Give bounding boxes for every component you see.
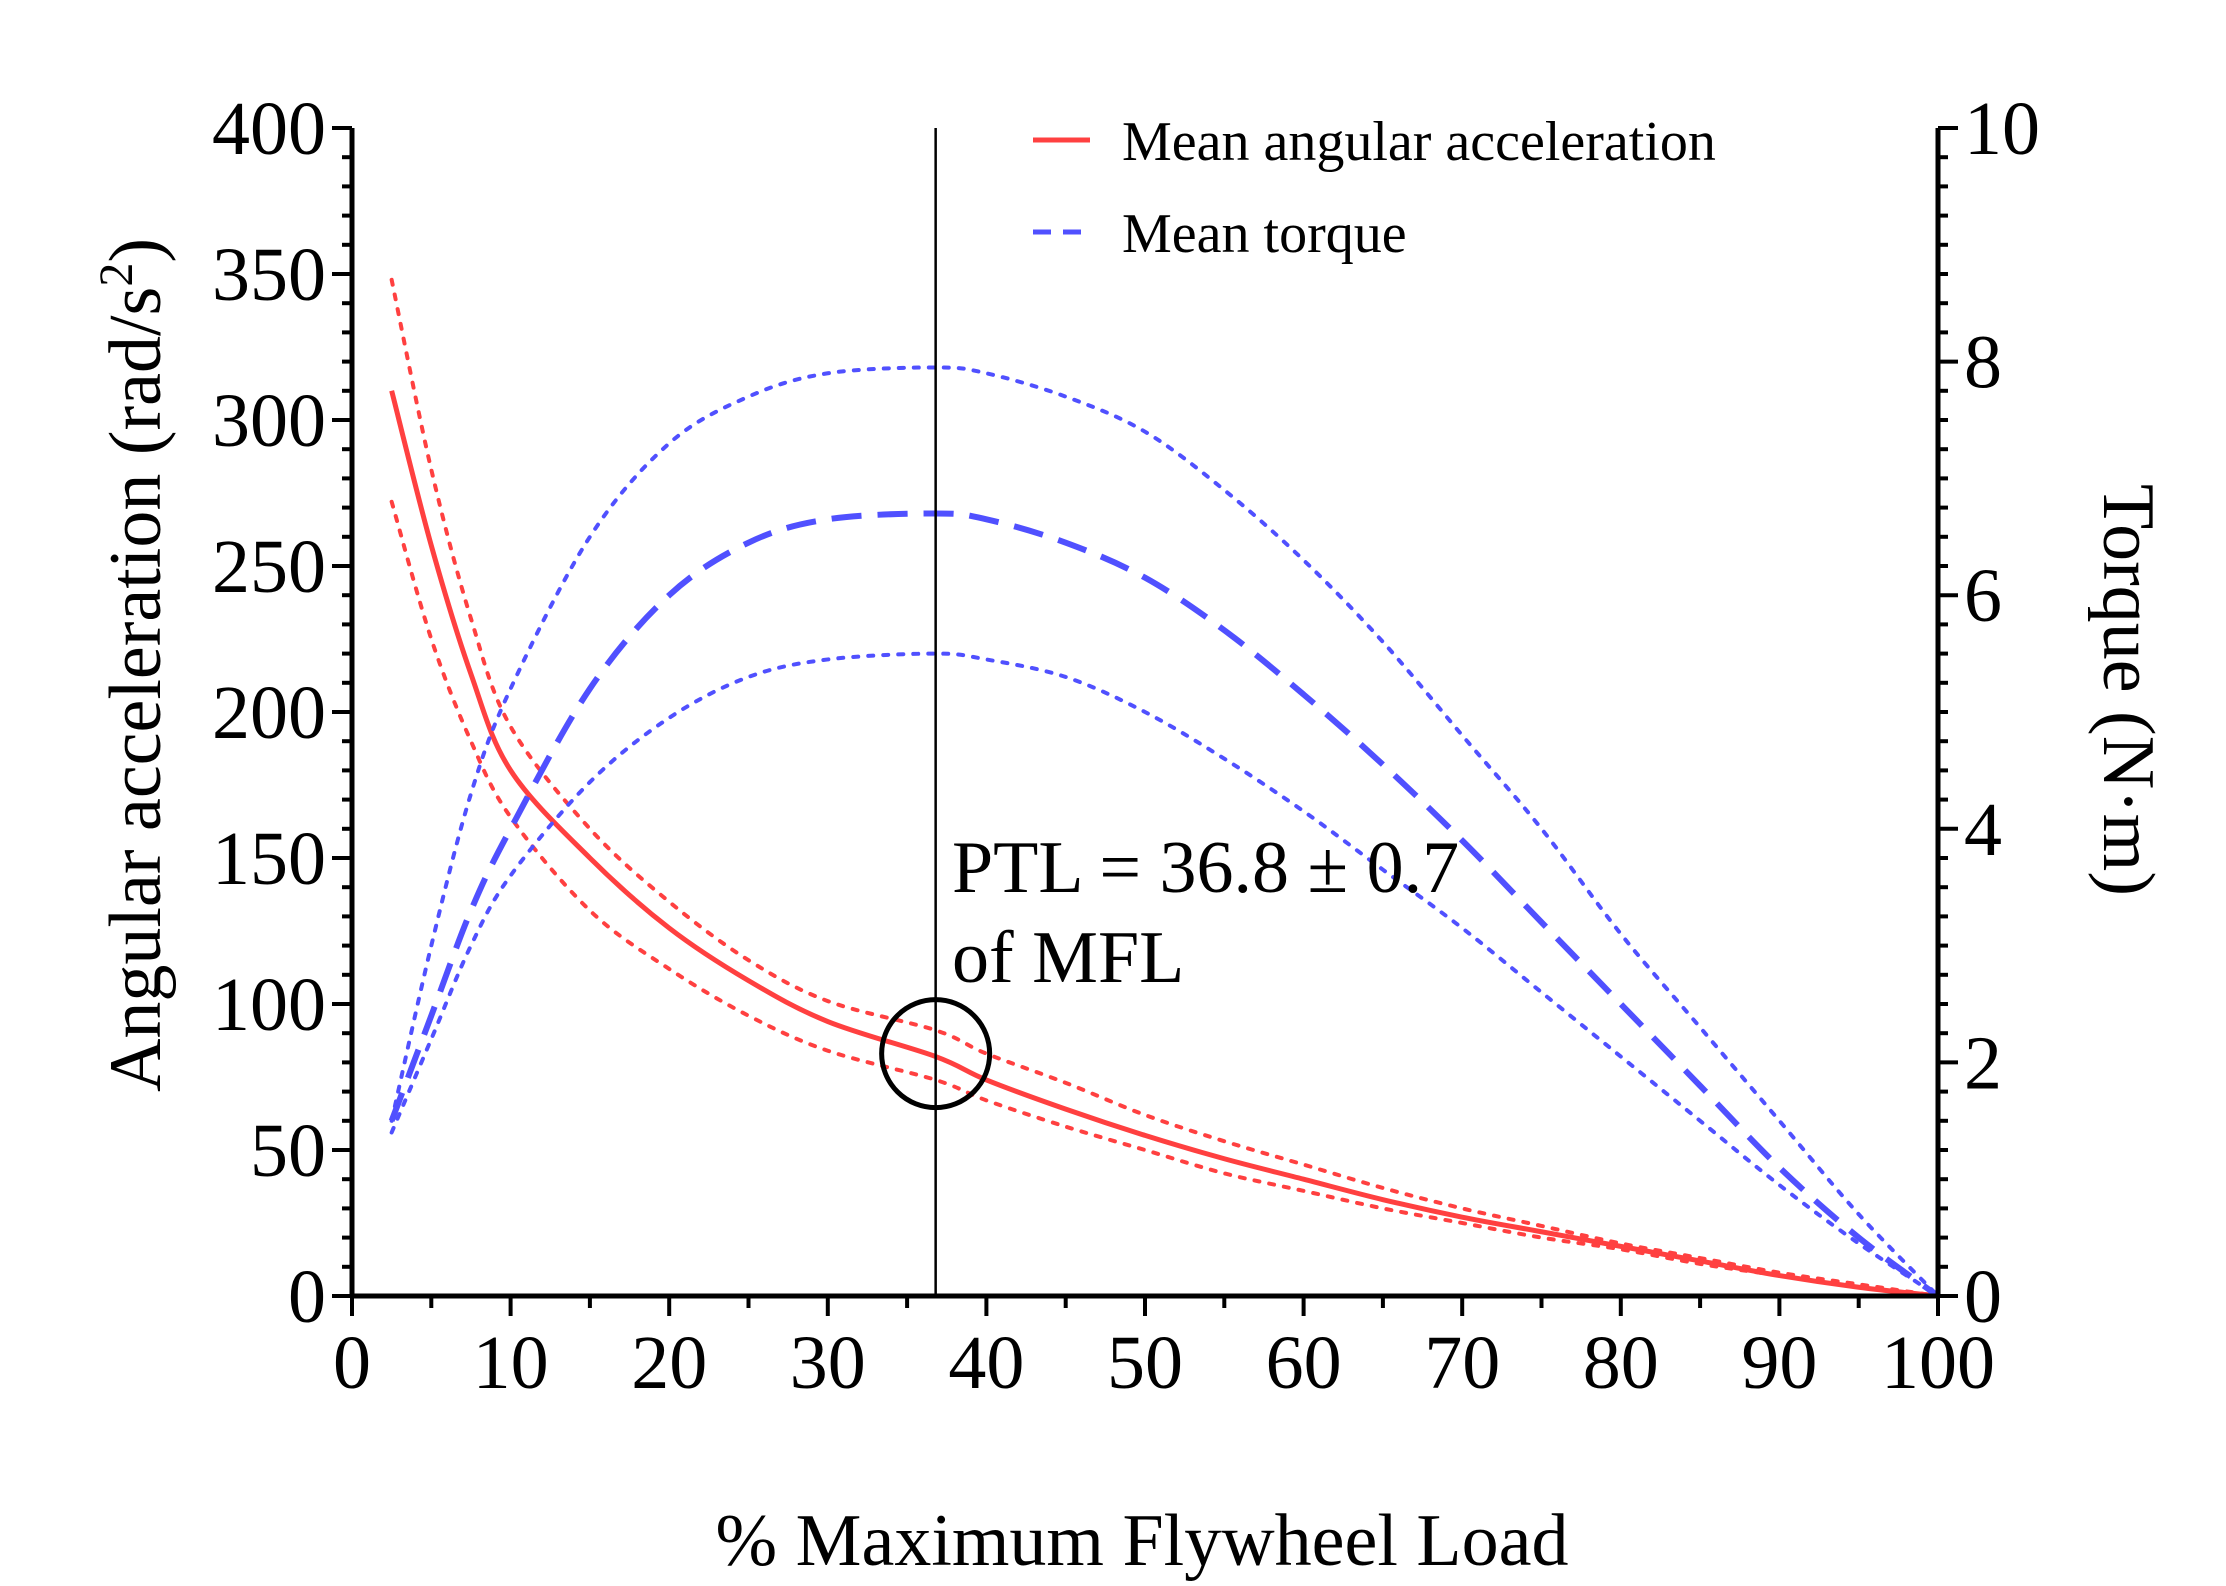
x-tick-label: 50: [1107, 1321, 1183, 1405]
x-tick-label: 60: [1266, 1321, 1342, 1405]
y-tick-label: 200: [212, 671, 326, 755]
y-tick-label: 150: [212, 817, 326, 901]
y-tick-labels: 0 50 100 150 200 250 300 350 400: [212, 87, 326, 1339]
y2-tick-label: 10: [1964, 87, 2040, 171]
ptl-marker-circle: [879, 997, 993, 1111]
y2-axis-title: Torque (N·m): [2087, 484, 2169, 896]
y-axis-title: Angular acceleration (rad/s2): [90, 238, 177, 1092]
x-tick-label: 80: [1583, 1321, 1659, 1405]
y-tick-label: 50: [250, 1109, 326, 1193]
ptl-annotation-line2: of MFL: [952, 917, 1184, 999]
y-axis-title-close: ): [95, 238, 177, 263]
legend-label-acceleration: Mean angular acceleration: [1122, 111, 1716, 173]
series-line-acceleration-lower-band: [389, 499, 1940, 1298]
x-tick-label: 10: [473, 1321, 549, 1405]
y2-tick-label: 4: [1964, 788, 2002, 872]
x-tick-label: 20: [631, 1321, 707, 1405]
y-tick-label: 100: [212, 963, 326, 1047]
y2-tick-label: 6: [1964, 554, 2002, 638]
legend: Mean angular acceleration Mean torque: [1033, 111, 1716, 265]
y-axis-title-main: Angular acceleration (rad/s: [95, 287, 177, 1092]
legend-label-torque: Mean torque: [1122, 203, 1407, 265]
y-tick-label: 0: [288, 1255, 326, 1339]
y-axis-title-superscript: 2: [90, 263, 143, 287]
y-tick-label: 300: [212, 379, 326, 463]
y2-tick-label: 8: [1964, 321, 2002, 405]
y-tick-label: 350: [212, 233, 326, 317]
x-axis-title: % Maximum Flywheel Load: [716, 1500, 1569, 1582]
x-tick-label: 30: [790, 1321, 866, 1405]
series-line-acceleration-upper-band: [389, 277, 1940, 1298]
y2-tick-label: 0: [1964, 1255, 2002, 1339]
series-layer: [388, 277, 1940, 1299]
y2-tick-labels: 0 2 4 6 8 10: [1964, 87, 2040, 1339]
x-tick-label: 40: [948, 1321, 1024, 1405]
series-line-mean-angular-acceleration: [389, 390, 1939, 1299]
series-line-torque-lower-band: [389, 651, 1940, 1298]
y-tick-label: 250: [212, 525, 326, 609]
series-line-mean-torque: [388, 510, 1940, 1299]
x-tick-label: 0: [333, 1321, 371, 1405]
x-tick-labels: 0 10 20 30 40 50 60 70 80 90 100: [333, 1321, 1995, 1405]
series-line-torque-upper-band: [389, 365, 1940, 1298]
x-tick-label: 100: [1881, 1321, 1995, 1405]
y2-tick-label: 2: [1964, 1021, 2002, 1105]
axes-layer: [332, 126, 1958, 1316]
x-tick-label: 70: [1424, 1321, 1500, 1405]
x-tick-label: 90: [1741, 1321, 1817, 1405]
ptl-annotation-line1: PTL = 36.8 ± 0.7: [952, 827, 1459, 909]
y-tick-label: 400: [212, 87, 326, 171]
